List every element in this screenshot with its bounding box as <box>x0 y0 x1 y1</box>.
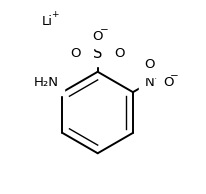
Text: O: O <box>114 47 125 60</box>
Text: O: O <box>144 58 154 71</box>
Text: +: + <box>151 72 158 81</box>
Text: S: S <box>92 46 102 61</box>
Text: −: − <box>99 25 108 35</box>
Text: N: N <box>144 76 154 89</box>
Text: −: − <box>169 71 178 81</box>
Text: Li: Li <box>41 15 52 28</box>
Text: +: + <box>51 10 58 19</box>
Text: H₂N: H₂N <box>34 76 59 89</box>
Text: O: O <box>92 30 102 43</box>
Text: O: O <box>70 47 80 60</box>
Text: O: O <box>162 76 173 89</box>
